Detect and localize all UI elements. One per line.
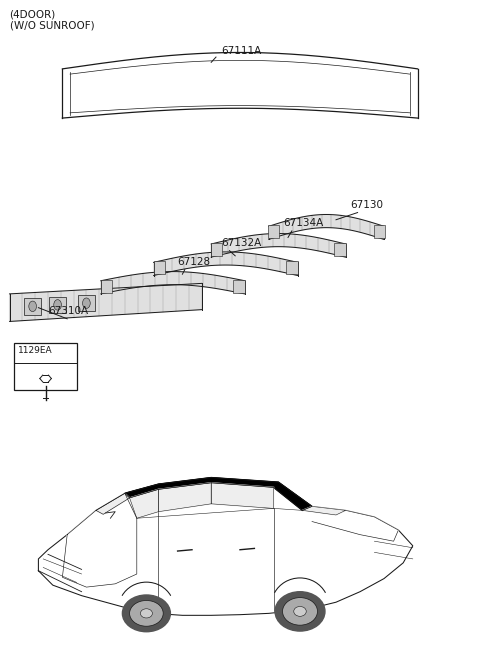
Text: (4DOOR): (4DOOR) (10, 10, 56, 20)
Polygon shape (158, 483, 211, 512)
Polygon shape (302, 506, 346, 515)
Ellipse shape (294, 606, 306, 617)
Bar (286, 261, 298, 274)
Text: 67111A: 67111A (221, 46, 261, 56)
Polygon shape (269, 215, 384, 239)
Ellipse shape (140, 609, 153, 618)
Polygon shape (154, 252, 298, 276)
Text: 1129EA: 1129EA (18, 346, 53, 355)
Circle shape (54, 300, 61, 310)
Polygon shape (62, 52, 418, 118)
Polygon shape (211, 483, 274, 508)
Bar (211, 243, 222, 256)
Circle shape (83, 298, 90, 308)
Text: (W/O SUNROOF): (W/O SUNROOF) (10, 21, 94, 31)
Polygon shape (10, 283, 202, 321)
Polygon shape (211, 234, 346, 257)
Bar (49, 297, 66, 313)
Bar (233, 279, 245, 293)
Text: 67132A: 67132A (221, 238, 261, 248)
Bar (268, 225, 279, 238)
Ellipse shape (275, 592, 325, 631)
Bar (78, 295, 95, 312)
Bar (101, 279, 112, 293)
Polygon shape (101, 272, 245, 294)
Bar (373, 225, 385, 238)
Ellipse shape (122, 595, 170, 632)
Bar (335, 243, 346, 256)
Circle shape (29, 301, 36, 312)
Ellipse shape (283, 598, 317, 625)
Text: 67130: 67130 (350, 200, 384, 210)
Text: 67134A: 67134A (283, 218, 324, 228)
Polygon shape (125, 478, 312, 510)
Text: 67310A: 67310A (48, 306, 88, 316)
Bar (14, 343, 77, 390)
Bar (24, 298, 41, 314)
Ellipse shape (130, 600, 163, 626)
Polygon shape (130, 489, 158, 518)
Polygon shape (312, 510, 398, 541)
Polygon shape (38, 478, 413, 615)
Text: 67128: 67128 (178, 257, 211, 267)
Polygon shape (62, 493, 137, 587)
Polygon shape (96, 493, 130, 514)
Bar (154, 261, 165, 274)
